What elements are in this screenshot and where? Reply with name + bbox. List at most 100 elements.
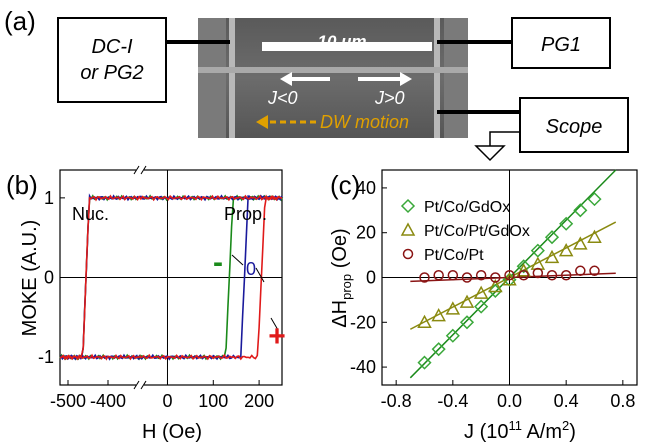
plot-b-annotation-prop: Prop. xyxy=(224,204,267,224)
plot-b-break-mark xyxy=(133,165,140,175)
plot-c-point-diamond xyxy=(417,355,432,370)
plot-c-point-triangle xyxy=(544,249,560,264)
box-dc-source-line1: DC-I xyxy=(91,36,133,58)
sem-image xyxy=(198,18,468,138)
plot-c-point-diamond xyxy=(559,216,574,231)
scale-bar xyxy=(262,42,432,51)
plot-c-point-diamond xyxy=(573,203,588,218)
sem-right-contact xyxy=(444,18,468,138)
plot-c-ylabel: ΔHprop (Oe) xyxy=(329,228,354,327)
box-scope-label: Scope xyxy=(546,116,603,138)
plot-c-point-circle xyxy=(461,272,473,283)
plot-c-point-circle xyxy=(475,270,487,281)
plot-b-break-mark xyxy=(133,380,140,390)
plot-c-point-triangle xyxy=(516,263,531,277)
plot-c-ytick-label: 40 xyxy=(356,178,376,198)
plot-c-point-circle xyxy=(433,270,444,281)
plot-c-point-circle xyxy=(560,270,572,281)
plot-c-ytick-label: 20 xyxy=(356,223,376,243)
plot-c-point-circle xyxy=(589,265,600,277)
plot-c-point-diamond xyxy=(544,230,560,245)
panel-b-label: (b) xyxy=(6,170,38,200)
scale-bar-label: 10 μm xyxy=(318,32,367,51)
plot-c-point-diamond xyxy=(587,192,602,207)
panel-c-label: (c) xyxy=(330,170,360,200)
plot-c-point-circle xyxy=(490,272,501,283)
plot-c-point-triangle xyxy=(488,278,503,293)
plot-b-break-mark xyxy=(140,165,147,175)
plot-b-annotation-zero: 0 xyxy=(246,259,256,279)
plot-b-pointer xyxy=(255,267,265,283)
plot-b-ytick-label: 0 xyxy=(44,268,54,288)
sem-left-contact xyxy=(198,18,226,138)
plot-c-ytick-label: 0 xyxy=(366,268,376,288)
plot-b-ytick-label: 1 xyxy=(44,188,54,208)
plot-b-xlabel: H (Oe) xyxy=(142,421,202,443)
plot-b-pointer xyxy=(231,254,244,266)
plot-b-annotation-nuc: Nuc. xyxy=(72,204,109,224)
plot-c-point-circle xyxy=(575,265,586,277)
plot-b-annotation-minus: - xyxy=(213,246,223,279)
plot-b-xtick-label: -400 xyxy=(90,391,126,411)
plot-b-break-gap xyxy=(136,166,144,174)
sem-left-electrode xyxy=(229,18,235,138)
plot-c-point-circle xyxy=(447,270,459,281)
plot-c-area: -0.8 -0.4 0.0 0.4 0.8 40 20 0 -20 -40 Pt/Co/GdOx Pt… xyxy=(350,169,637,411)
plot-c-point-diamond xyxy=(431,342,446,357)
plot-c-point-diamond xyxy=(474,299,489,314)
plot-c-point-triangle xyxy=(417,314,432,329)
plot-c-point-triangle xyxy=(431,308,446,322)
box-dc-source xyxy=(57,17,167,103)
plot-b-xtick-label: -500 xyxy=(50,391,86,411)
plot-c-point-triangle xyxy=(573,236,588,250)
panel-a-label: (a) xyxy=(4,6,36,36)
legend-marker-triangle xyxy=(400,222,416,236)
j-pos-label: J>0 xyxy=(374,88,405,108)
plot-c-point-diamond xyxy=(530,243,545,258)
box-pg1-label: PG1 xyxy=(541,34,581,56)
plot-b-xtick-label: 100 xyxy=(198,391,228,411)
plot-c-ytick-label: -40 xyxy=(350,357,376,377)
plot-c-xtick-label: -0.8 xyxy=(381,391,412,411)
legend-label: Pt/Co/Pt/GdOx xyxy=(424,223,530,240)
dw-motion-arrowhead xyxy=(256,115,268,129)
sem-right-electrode xyxy=(434,18,440,138)
plot-c-xtick-label: 0.0 xyxy=(497,391,522,411)
plot-c-point-circle xyxy=(504,270,515,281)
sem-wire xyxy=(198,67,468,73)
panel-a: (a) 10 μm J<0 J>0 DW motion DC-I or PG2 … xyxy=(4,6,629,162)
plot-b-xtick-label: 200 xyxy=(244,391,274,411)
legend-marker-circle xyxy=(402,248,414,260)
plot-c-point-triangle xyxy=(587,229,602,243)
ground-icon xyxy=(474,145,506,162)
box-pg1 xyxy=(511,17,611,69)
plot-c-point-triangle xyxy=(558,243,574,257)
ground-wire xyxy=(489,131,520,146)
panel-b: (b) -500 -400 0 100 200 1 0 -1 Nuc. Prop. - 0 + MOKE… xyxy=(6,165,286,443)
plot-c-point-triangle xyxy=(473,285,489,299)
plot-b-annotation-plus: + xyxy=(268,320,286,353)
plot-c-xlabel: J (1011 A/m2) xyxy=(464,418,576,443)
legend-label: Pt/Co/GdOx xyxy=(424,199,510,216)
plot-b-loop-2 xyxy=(59,194,283,361)
panel-c: (c) -0.8 -0.4 0.0 0.4 0.8 40 20 0 -20 -40 Pt/Co/Gd… xyxy=(329,169,638,443)
plot-b-break-mark xyxy=(140,380,147,390)
plot-b-break-gap xyxy=(136,381,144,389)
plot-c-point-triangle xyxy=(445,301,461,315)
plot-c-ytick-label: -20 xyxy=(350,312,376,332)
dw-motion-label: DW motion xyxy=(320,112,409,132)
plot-c-point-diamond xyxy=(459,315,475,330)
plot-c-point-circle xyxy=(419,272,430,283)
plot-b-ylabel: MOKE (A.U.) xyxy=(19,220,41,337)
plot-c-xtick-label: -0.4 xyxy=(437,391,468,411)
plot-c-point-circle xyxy=(518,270,529,281)
plot-c-point-circle xyxy=(532,267,544,279)
plot-c-point-circle xyxy=(546,270,558,281)
legend-label: Pt/Co/Pt xyxy=(424,247,484,264)
plot-b-area: -500 -400 0 100 200 1 0 -1 Nuc. Prop. - 0 + xyxy=(38,165,286,411)
arrow-left-head xyxy=(280,72,292,86)
j-neg-label: J<0 xyxy=(267,88,298,108)
plot-c-xtick-label: 0.4 xyxy=(554,391,579,411)
legend-marker-diamond xyxy=(400,198,416,214)
